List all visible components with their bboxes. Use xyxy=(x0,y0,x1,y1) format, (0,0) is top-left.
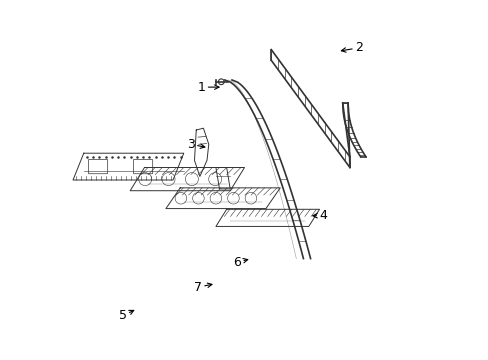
Text: 7: 7 xyxy=(194,281,212,294)
Text: 2: 2 xyxy=(341,41,362,54)
Text: 4: 4 xyxy=(312,209,326,222)
Text: 3: 3 xyxy=(186,138,204,151)
Text: 6: 6 xyxy=(233,256,247,269)
Text: 5: 5 xyxy=(119,309,133,322)
Text: 1: 1 xyxy=(197,81,219,94)
